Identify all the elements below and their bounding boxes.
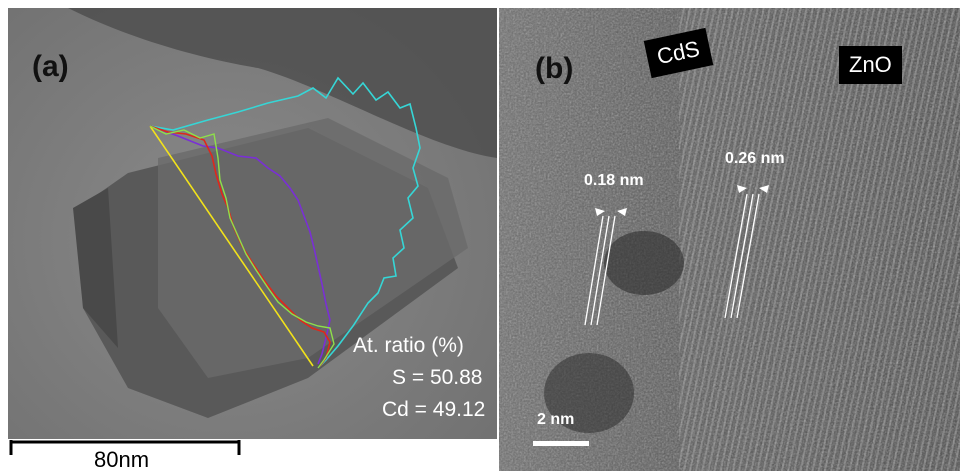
hrtem-image-b (499, 8, 960, 471)
cyan-profile (149, 76, 421, 367)
green-profile (149, 125, 335, 369)
red-profile (149, 125, 331, 367)
scale-bar-b-label: 2 nm (537, 411, 575, 428)
cds-lattice-lines (584, 215, 616, 326)
cds-spacing-arrows (595, 208, 627, 216)
sulfur-ratio: S = 50.88 (392, 366, 483, 389)
panel-b-hrtem-image: (b) CdS ZnO 0.18 nm 0.26 nm 2 nm (499, 8, 960, 471)
scale-bar-a-label: 80nm (94, 447, 150, 471)
scale-bar-a (9, 440, 241, 455)
scale-bar-strip: 80nm (8, 439, 497, 471)
panel-b-label: (b) (535, 52, 574, 85)
tem-image-a (8, 8, 497, 471)
panel-a-label: (a) (32, 50, 69, 83)
scale-bar-b (533, 441, 589, 446)
panel-a-tem-image: (a) At. ratio (%) S = 50.88 Cd = 49.12 8… (8, 8, 497, 471)
cadmium-ratio: Cd = 49.12 (382, 398, 486, 421)
cds-spacing-label: 0.18 nm (584, 172, 644, 189)
zno-region-label: ZnO (839, 46, 902, 84)
linescan-line (149, 125, 314, 367)
zno-spacing-label: 0.26 nm (725, 150, 785, 167)
zno-spacing-arrows (737, 185, 769, 193)
atomic-ratio-title: At. ratio (%) (353, 334, 464, 357)
zno-lattice-lines (724, 193, 760, 319)
purple-profile (149, 125, 331, 365)
